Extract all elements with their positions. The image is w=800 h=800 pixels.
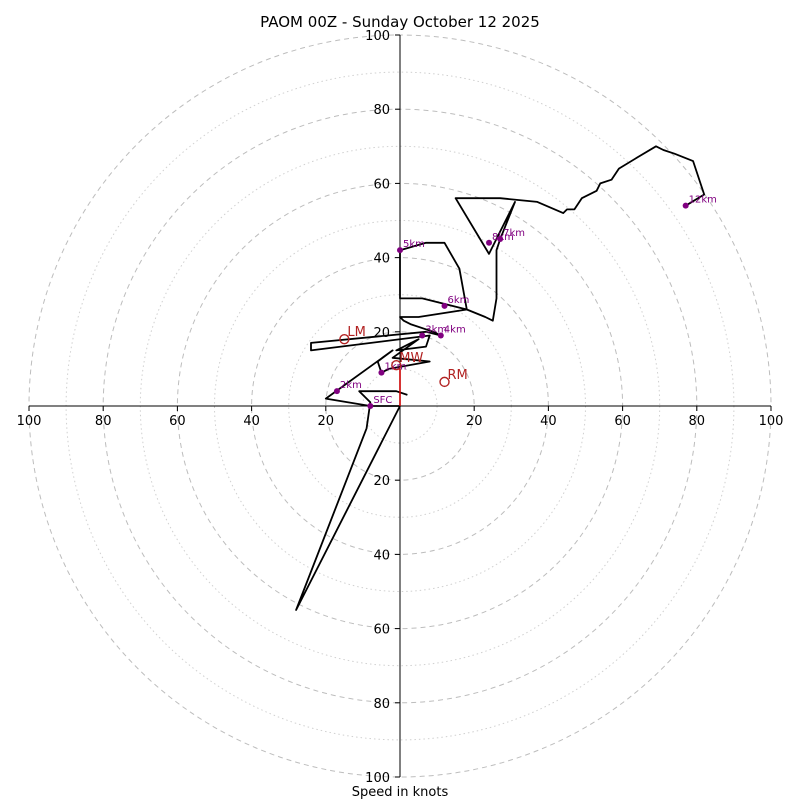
x-tick-label: 60: [169, 414, 186, 429]
y-tick-label: 80: [373, 697, 390, 712]
y-tick-label: 20: [373, 474, 390, 489]
x-tick-label: 40: [540, 414, 557, 429]
height-marker-label: 8km: [492, 232, 514, 243]
height-marker-dot: [333, 388, 340, 395]
y-tick-label: 40: [373, 252, 390, 267]
height-marker-dot: [437, 332, 444, 339]
chart-title: PAOM 00Z - Sunday October 12 2025: [260, 13, 540, 31]
height-marker-label: 5km: [403, 239, 425, 250]
height-marker-dot: [441, 302, 448, 309]
storm-motion-label: MW: [399, 351, 423, 366]
height-marker-label: 12km: [689, 195, 717, 206]
x-tick-label: 100: [759, 414, 784, 429]
height-marker-label: 4km: [444, 325, 466, 336]
x-tick-label: 80: [95, 414, 112, 429]
storm-motion-marker: [391, 359, 402, 371]
height-marker-label: 3km: [425, 325, 447, 336]
storm-motion-label: RM: [448, 368, 468, 383]
height-marker-dot: [419, 332, 426, 339]
x-tick-label: 60: [614, 414, 631, 429]
height-marker-dot: [497, 236, 504, 243]
hodograph-series: [295, 145, 706, 611]
x-tick-label: 20: [318, 414, 335, 429]
x-axis-label: Speed in knots: [352, 785, 449, 800]
x-tick-label: 20: [466, 414, 483, 429]
storm-motion-marker: [439, 376, 450, 388]
x-tick-label: 80: [689, 414, 706, 429]
height-marker-label: 2km: [340, 380, 362, 391]
height-marker-dot: [367, 403, 374, 409]
tick-labels: 100 100 80 80 60 60 40 40 20 20 20 20 40 40 60 60 80 80 10…: [17, 29, 784, 786]
y-tick-label: 100: [365, 771, 390, 786]
height-marker-label: 7km: [503, 228, 525, 239]
y-tick-label: 60: [373, 177, 390, 192]
height-marker-dot: [486, 239, 493, 246]
height-marker-dot: [397, 247, 403, 254]
y-tick-label: 40: [373, 548, 390, 563]
x-tick-label: 40: [243, 414, 260, 429]
y-tick-label: 20: [373, 326, 390, 341]
y-tick-label: 80: [373, 103, 390, 118]
y-tick-label: 60: [373, 623, 390, 638]
height-marker-label: SFC: [373, 395, 392, 406]
height-marker-label: 6km: [448, 295, 470, 306]
storm-motion-label: LM: [347, 325, 365, 340]
x-tick-label: 100: [17, 414, 42, 429]
height-marker-dot: [378, 369, 385, 376]
y-tick-label: 100: [365, 29, 390, 44]
height-marker-label: 1km: [384, 362, 406, 373]
storm-motion-marker: [339, 334, 350, 345]
height-marker-dot: [682, 202, 689, 209]
hodograph-line: [295, 145, 706, 611]
storm-motion-markers: RM LM MW: [339, 325, 468, 388]
